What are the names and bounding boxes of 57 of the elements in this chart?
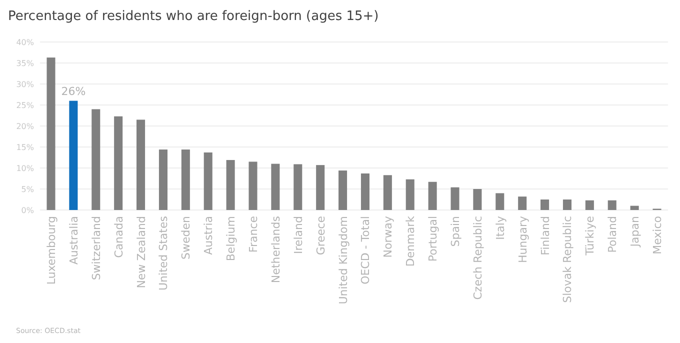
x-tick-label: Switzerland [90, 216, 103, 280]
bar [630, 206, 639, 210]
x-tick-label: Hungary [516, 216, 530, 263]
bar [226, 160, 235, 210]
bar [518, 196, 527, 210]
bar [473, 189, 482, 210]
bar [92, 109, 100, 210]
x-tick-label: Netherlands [269, 216, 282, 284]
bar [69, 100, 78, 210]
x-tick-label: Australia [67, 216, 80, 265]
x-tick-label: Mexico [651, 216, 664, 254]
data-label: 26% [61, 84, 86, 98]
x-tick-label: Canada [112, 216, 126, 258]
bar [204, 152, 212, 210]
x-tick-label: Austria [202, 216, 216, 255]
x-tick-label: Denmark [404, 215, 418, 267]
bar [360, 173, 370, 210]
x-tick-label: New Zealand [134, 216, 148, 288]
x-tick-label: Spain [449, 216, 462, 247]
x-tick-label: Portugal [426, 216, 440, 262]
bar [271, 164, 280, 210]
x-tick-label: Luxembourg [45, 216, 58, 285]
bar [248, 162, 258, 210]
x-tick-label: Belgium [224, 216, 238, 262]
chart-title: Percentage of residents who are foreign-born (ages 15+) [8, 9, 379, 24]
bar [114, 116, 123, 210]
x-tick-label: United Kingdom [336, 216, 350, 304]
x-tick-label: Japan [628, 216, 642, 248]
x-tick-label: United States [157, 216, 170, 290]
x-tick-label: Poland [606, 216, 620, 253]
bar [136, 120, 146, 210]
bar [450, 187, 460, 210]
x-tick-label: Czech Republic [471, 216, 484, 300]
bar [562, 200, 572, 210]
x-tick-label: OECD - Total [359, 216, 372, 284]
bar [316, 165, 325, 210]
x-tick-label: Greece [314, 216, 328, 256]
x-tick-label: Sweden [180, 216, 193, 260]
bar [496, 193, 504, 210]
bar [158, 150, 168, 210]
bar [383, 175, 392, 210]
bar [428, 182, 437, 210]
bar [406, 179, 414, 210]
x-tick-label: France [247, 216, 260, 253]
bar [338, 170, 348, 210]
x-tick-label: Italy [494, 216, 507, 240]
bar [294, 164, 302, 210]
x-tick-label: Finland [538, 216, 552, 256]
bar [608, 200, 616, 210]
x-tick-label: Norway [382, 216, 395, 258]
bar [181, 150, 190, 210]
bar [585, 200, 594, 210]
x-tick-label: Türkiye [584, 216, 597, 256]
bar [46, 58, 56, 210]
x-tick-label: Ireland [292, 216, 305, 254]
x-tick-label: Slovak Republic [561, 216, 574, 303]
bar [540, 200, 550, 210]
